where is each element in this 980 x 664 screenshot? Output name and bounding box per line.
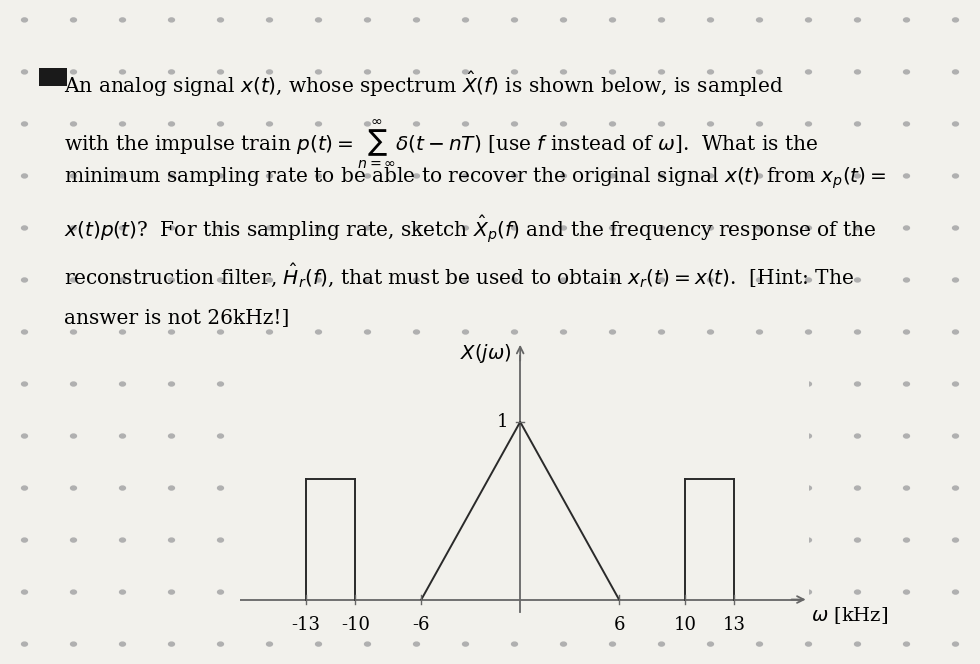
Text: answer is not 26kHz!]: answer is not 26kHz!] xyxy=(64,309,289,328)
Text: -6: -6 xyxy=(413,616,430,633)
Text: $X(j\omega)$: $X(j\omega)$ xyxy=(461,342,512,365)
Text: 1: 1 xyxy=(497,413,509,431)
Text: reconstruction filter, $\hat{H}_r(f)$, that must be used to obtain $x_r(t) = x(t: reconstruction filter, $\hat{H}_r(f)$, t… xyxy=(64,261,854,289)
Text: 6: 6 xyxy=(613,616,625,633)
Text: 10: 10 xyxy=(673,616,697,633)
Text: -13: -13 xyxy=(291,616,320,633)
Text: with the impulse train $p(t) = \sum_{n=\infty}^{\infty} \delta(t - nT)$ [use $f$: with the impulse train $p(t) = \sum_{n=\… xyxy=(64,118,818,171)
Text: -10: -10 xyxy=(341,616,369,633)
Text: An analog signal $x(t)$, whose spectrum $\hat{X}(f)$ is shown below, is sampled: An analog signal $x(t)$, whose spectrum … xyxy=(64,70,783,99)
Text: 13: 13 xyxy=(723,616,746,633)
Text: minimum sampling rate to be able to recover the original signal $x(t)$ from $x_p: minimum sampling rate to be able to reco… xyxy=(64,165,886,191)
Text: $\omega$ [kHz]: $\omega$ [kHz] xyxy=(811,605,888,626)
Text: $x(t)p(t)$?  For this sampling rate, sketch $\hat{X}_p(f)$ and the frequency res: $x(t)p(t)$? For this sampling rate, sket… xyxy=(64,213,876,244)
